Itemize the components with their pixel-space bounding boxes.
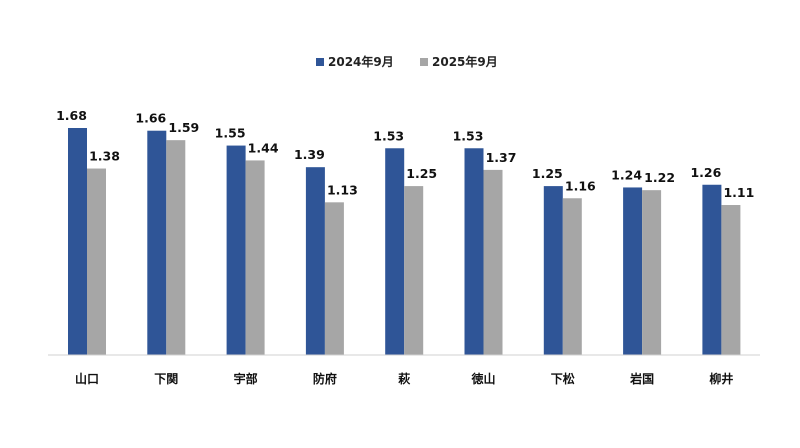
- bar-series1-下関: [147, 130, 167, 355]
- value-label-series2-下関: 1.59: [168, 120, 199, 135]
- value-label-series1-柳井: 1.26: [690, 165, 721, 180]
- bar-series2-萩: [404, 186, 424, 355]
- bar-series2-岩国: [642, 190, 662, 355]
- bar-series1-宇部: [226, 145, 246, 355]
- bar-series2-下関: [166, 140, 186, 355]
- value-label-series2-宇部: 1.44: [248, 140, 279, 155]
- value-label-series2-防府: 1.13: [327, 182, 358, 197]
- value-label-series1-萩: 1.53: [373, 128, 404, 143]
- x-tick-labels-group: 山口 下関 宇部 防府 萩 徳山 下松 岩国 柳井: [75, 371, 733, 386]
- x-tick-label-下松: 下松: [551, 371, 575, 386]
- x-tick-label-山口: 山口: [75, 371, 99, 386]
- bar-series1-岩国: [623, 187, 643, 355]
- legend: 2024年9月 2025年9月: [316, 54, 498, 69]
- value-label-series1-防府: 1.39: [294, 147, 325, 162]
- legend-swatch-series2: [420, 58, 428, 66]
- value-label-series2-萩: 1.25: [406, 166, 437, 181]
- value-label-series2-下松: 1.16: [565, 178, 596, 193]
- legend-swatch-series1: [316, 58, 324, 66]
- legend-label-series1: 2024年9月: [328, 54, 394, 69]
- bar-series2-山口: [87, 168, 106, 355]
- bar-series1-防府: [305, 167, 325, 355]
- x-tick-label-下関: 下関: [154, 372, 178, 386]
- bar-series2-柳井: [721, 205, 741, 355]
- value-label-series1-徳山: 1.53: [453, 128, 484, 143]
- value-label-series2-徳山: 1.37: [486, 150, 517, 165]
- bar-series2-宇部: [245, 160, 265, 355]
- bar-series1-山口: [68, 128, 87, 355]
- x-tick-label-徳山: 徳山: [470, 371, 495, 386]
- bar-series1-下松: [543, 186, 563, 355]
- legend-label-series2: 2025年9月: [432, 54, 498, 69]
- value-label-series1-下松: 1.25: [532, 166, 563, 181]
- value-labels-group: 1.68 1.38 1.661.59 1.551.44 1.39 1.13 1.53 1.25…: [56, 108, 754, 200]
- value-label-series2-山口: 1.38: [89, 149, 120, 164]
- value-label-series2-岩国: 1.22: [644, 170, 675, 185]
- x-tick-label-岩国: 岩国: [629, 371, 654, 386]
- value-label-series1-岩国: 1.24: [611, 167, 642, 182]
- bar-series2-防府: [324, 202, 344, 355]
- bar-series2-徳山: [483, 169, 503, 355]
- x-tick-label-宇部: 宇部: [234, 371, 258, 386]
- bar-series1-徳山: [464, 148, 484, 355]
- bar-series2-下松: [562, 198, 582, 355]
- x-tick-label-防府: 防府: [313, 371, 337, 386]
- value-label-series1-下関: 1.66: [135, 111, 166, 126]
- value-label-series1-宇部: 1.55: [215, 126, 246, 141]
- value-label-series2-柳井: 1.11: [723, 185, 754, 200]
- value-label-series1-山口: 1.68: [56, 108, 87, 123]
- x-tick-label-萩: 萩: [397, 371, 410, 386]
- x-tick-label-柳井: 柳井: [709, 371, 733, 386]
- bar-series1-柳井: [702, 184, 722, 355]
- bar-series1-萩: [385, 148, 405, 355]
- bars-group: [68, 128, 741, 355]
